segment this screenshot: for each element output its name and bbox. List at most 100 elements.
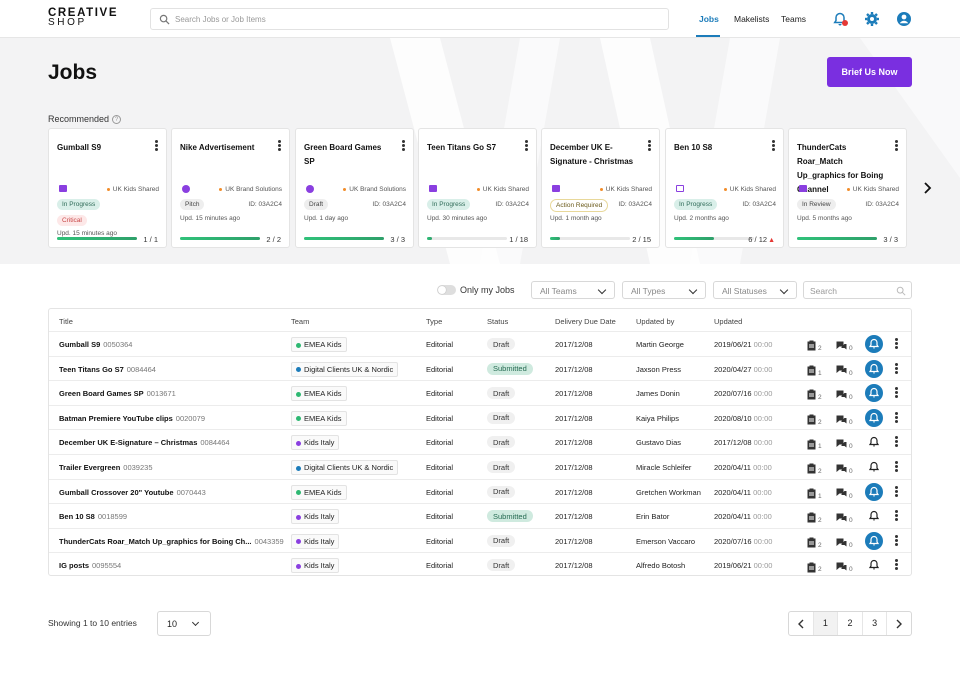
subscribe-bell-button[interactable] xyxy=(865,507,883,525)
column-header[interactable]: Updated by xyxy=(636,317,675,326)
card-more-menu-icon[interactable] xyxy=(522,139,530,153)
comments-count[interactable]: 0 xyxy=(836,534,853,552)
comments-count[interactable]: 0 xyxy=(836,460,853,478)
teams-filter-dropdown[interactable]: All Teams xyxy=(531,281,615,299)
nav-teams[interactable]: Teams xyxy=(781,14,807,24)
column-header[interactable]: Team xyxy=(291,317,310,326)
column-header[interactable]: Delivery Due Date xyxy=(555,317,616,326)
job-items-count[interactable]: 2 xyxy=(807,411,822,429)
job-card[interactable]: Nike Advertisement UK Brand Solutions Pi… xyxy=(171,128,290,248)
card-more-menu-icon[interactable] xyxy=(769,139,777,153)
card-more-menu-icon[interactable] xyxy=(892,139,900,153)
row-more-menu-icon[interactable] xyxy=(895,510,899,522)
row-more-menu-icon[interactable] xyxy=(895,338,899,350)
user-account-icon[interactable] xyxy=(896,11,912,27)
row-more-menu-icon[interactable] xyxy=(895,534,899,547)
comments-count[interactable]: 0 xyxy=(836,386,853,404)
job-title[interactable]: Trailer Evergreen 0039235 xyxy=(59,463,153,472)
row-more-menu-icon[interactable] xyxy=(895,387,899,399)
nav-makelists[interactable]: Makelists xyxy=(734,14,770,24)
table-row[interactable]: Teen Titans Go S7 0084464 Digital Clients… xyxy=(49,355,911,381)
subscribe-bell-button[interactable] xyxy=(865,556,883,574)
job-title[interactable]: ThunderCats Roar_Match Up_graphics for B… xyxy=(59,537,284,546)
comments-count[interactable]: 0 xyxy=(836,485,853,503)
job-title[interactable]: Teen Titans Go S7 0084464 xyxy=(59,365,156,374)
column-header[interactable]: Updated xyxy=(714,317,743,326)
table-row[interactable]: Batman Premiere YouTube clips 0020079 EME… xyxy=(49,404,911,430)
job-items-count[interactable]: 1 xyxy=(807,362,822,380)
job-items-count[interactable]: 1 xyxy=(807,435,822,453)
statuses-filter-dropdown[interactable]: All Statuses xyxy=(713,281,797,299)
row-more-menu-icon[interactable] xyxy=(895,559,899,571)
job-items-count[interactable]: 2 xyxy=(807,460,822,478)
subscribe-bell-button[interactable] xyxy=(865,531,883,550)
comments-count[interactable]: 0 xyxy=(836,411,853,429)
global-search-input[interactable] xyxy=(175,11,655,27)
job-card[interactable]: Gumball S9 UK Kids Shared In Progress Cr… xyxy=(48,128,167,248)
carousel-next-arrow-icon[interactable] xyxy=(922,182,932,194)
card-more-menu-icon[interactable] xyxy=(399,139,407,153)
card-more-menu-icon[interactable] xyxy=(645,139,653,153)
table-row[interactable]: Gumball S9 0050364 EMEA Kids Editorial Dr… xyxy=(49,331,911,356)
job-items-count[interactable]: 2 xyxy=(807,386,822,404)
table-row[interactable]: Ben 10 S8 0018599 Kids Italy Editorial Su… xyxy=(49,503,911,528)
comments-count[interactable]: 0 xyxy=(836,337,853,355)
subscribe-bell-button[interactable] xyxy=(865,433,883,451)
job-items-count[interactable]: 2 xyxy=(807,534,822,552)
job-card[interactable]: Green Board Games SP UK Brand Solutions … xyxy=(295,128,414,248)
subscribe-bell-button[interactable] xyxy=(865,359,883,378)
table-row[interactable]: December UK E-Signature – Christmas 00844… xyxy=(49,429,911,454)
table-row[interactable]: Gumball Crossover 20" Youtube 0070443 EME… xyxy=(49,478,911,504)
job-title[interactable]: Gumball Crossover 20" Youtube 0070443 xyxy=(59,488,206,497)
table-row[interactable]: Trailer Evergreen 0039235 Digital Clients… xyxy=(49,454,911,479)
card-more-menu-icon[interactable] xyxy=(152,139,160,153)
brand-logo[interactable]: CREATIVE SHOP xyxy=(48,7,118,28)
row-more-menu-icon[interactable] xyxy=(895,362,899,375)
column-header[interactable]: Title xyxy=(59,317,73,326)
comments-count[interactable]: 0 xyxy=(836,509,853,527)
job-title[interactable]: Green Board Games SP 0013671 xyxy=(59,389,176,398)
job-items-count[interactable]: 2 xyxy=(807,337,822,355)
next-page-button[interactable] xyxy=(887,612,911,635)
page-size-select[interactable]: 10 xyxy=(157,611,211,636)
job-card[interactable]: Ben 10 S8 UK Kids Shared In Progress ID:… xyxy=(665,128,784,248)
job-title[interactable]: IG posts 0095554 xyxy=(59,561,121,570)
row-more-menu-icon[interactable] xyxy=(895,485,899,498)
comments-count[interactable]: 0 xyxy=(836,435,853,453)
table-search-input[interactable] xyxy=(810,285,890,296)
column-header[interactable]: Status xyxy=(487,317,509,326)
table-row[interactable]: Green Board Games SP 0013671 EMEA Kids Ed… xyxy=(49,380,911,405)
comments-count[interactable]: 0 xyxy=(836,362,853,380)
nav-jobs[interactable]: Jobs xyxy=(699,14,719,24)
row-more-menu-icon[interactable] xyxy=(895,411,899,424)
job-card[interactable]: Teen Titans Go S7 UK Kids Shared In Prog… xyxy=(418,128,537,248)
job-title[interactable]: Gumball S9 0050364 xyxy=(59,340,132,349)
brief-us-now-button[interactable]: Brief Us Now xyxy=(827,57,912,87)
help-icon[interactable]: ? xyxy=(112,115,122,125)
subscribe-bell-button[interactable] xyxy=(865,458,883,476)
page-2-button[interactable]: 2 xyxy=(838,612,863,635)
column-header[interactable]: Type xyxy=(426,317,443,326)
job-items-count[interactable]: 2 xyxy=(807,509,822,527)
subscribe-bell-button[interactable] xyxy=(865,408,883,427)
job-title[interactable]: Batman Premiere YouTube clips 0020079 xyxy=(59,414,205,423)
job-card[interactable]: December UK E-Signature - Christmas UK K… xyxy=(541,128,660,248)
settings-gear-icon[interactable] xyxy=(864,11,880,27)
job-card[interactable]: ThunderCats Roar_Match Up_graphics for B… xyxy=(788,128,907,248)
row-more-menu-icon[interactable] xyxy=(895,436,899,448)
comments-count[interactable]: 0 xyxy=(836,558,853,576)
subscribe-bell-button[interactable] xyxy=(865,482,883,501)
only-my-jobs-toggle[interactable] xyxy=(437,285,456,295)
prev-page-button[interactable] xyxy=(789,612,814,635)
notifications-bell-icon[interactable] xyxy=(832,11,848,27)
page-1-button[interactable]: 1 xyxy=(813,612,839,635)
table-row[interactable]: ThunderCats Roar_Match Up_graphics for B… xyxy=(49,527,911,553)
types-filter-dropdown[interactable]: All Types xyxy=(622,281,706,299)
table-row[interactable]: IG posts 0095554 Kids Italy Editorial Dra… xyxy=(49,552,911,577)
subscribe-bell-button[interactable] xyxy=(865,384,883,403)
job-title[interactable]: December UK E-Signature – Christmas 00844… xyxy=(59,438,230,447)
job-title[interactable]: Ben 10 S8 0018599 xyxy=(59,512,127,521)
job-items-count[interactable]: 2 xyxy=(807,558,822,576)
job-items-count[interactable]: 1 xyxy=(807,485,822,503)
page-3-button[interactable]: 3 xyxy=(863,612,888,635)
